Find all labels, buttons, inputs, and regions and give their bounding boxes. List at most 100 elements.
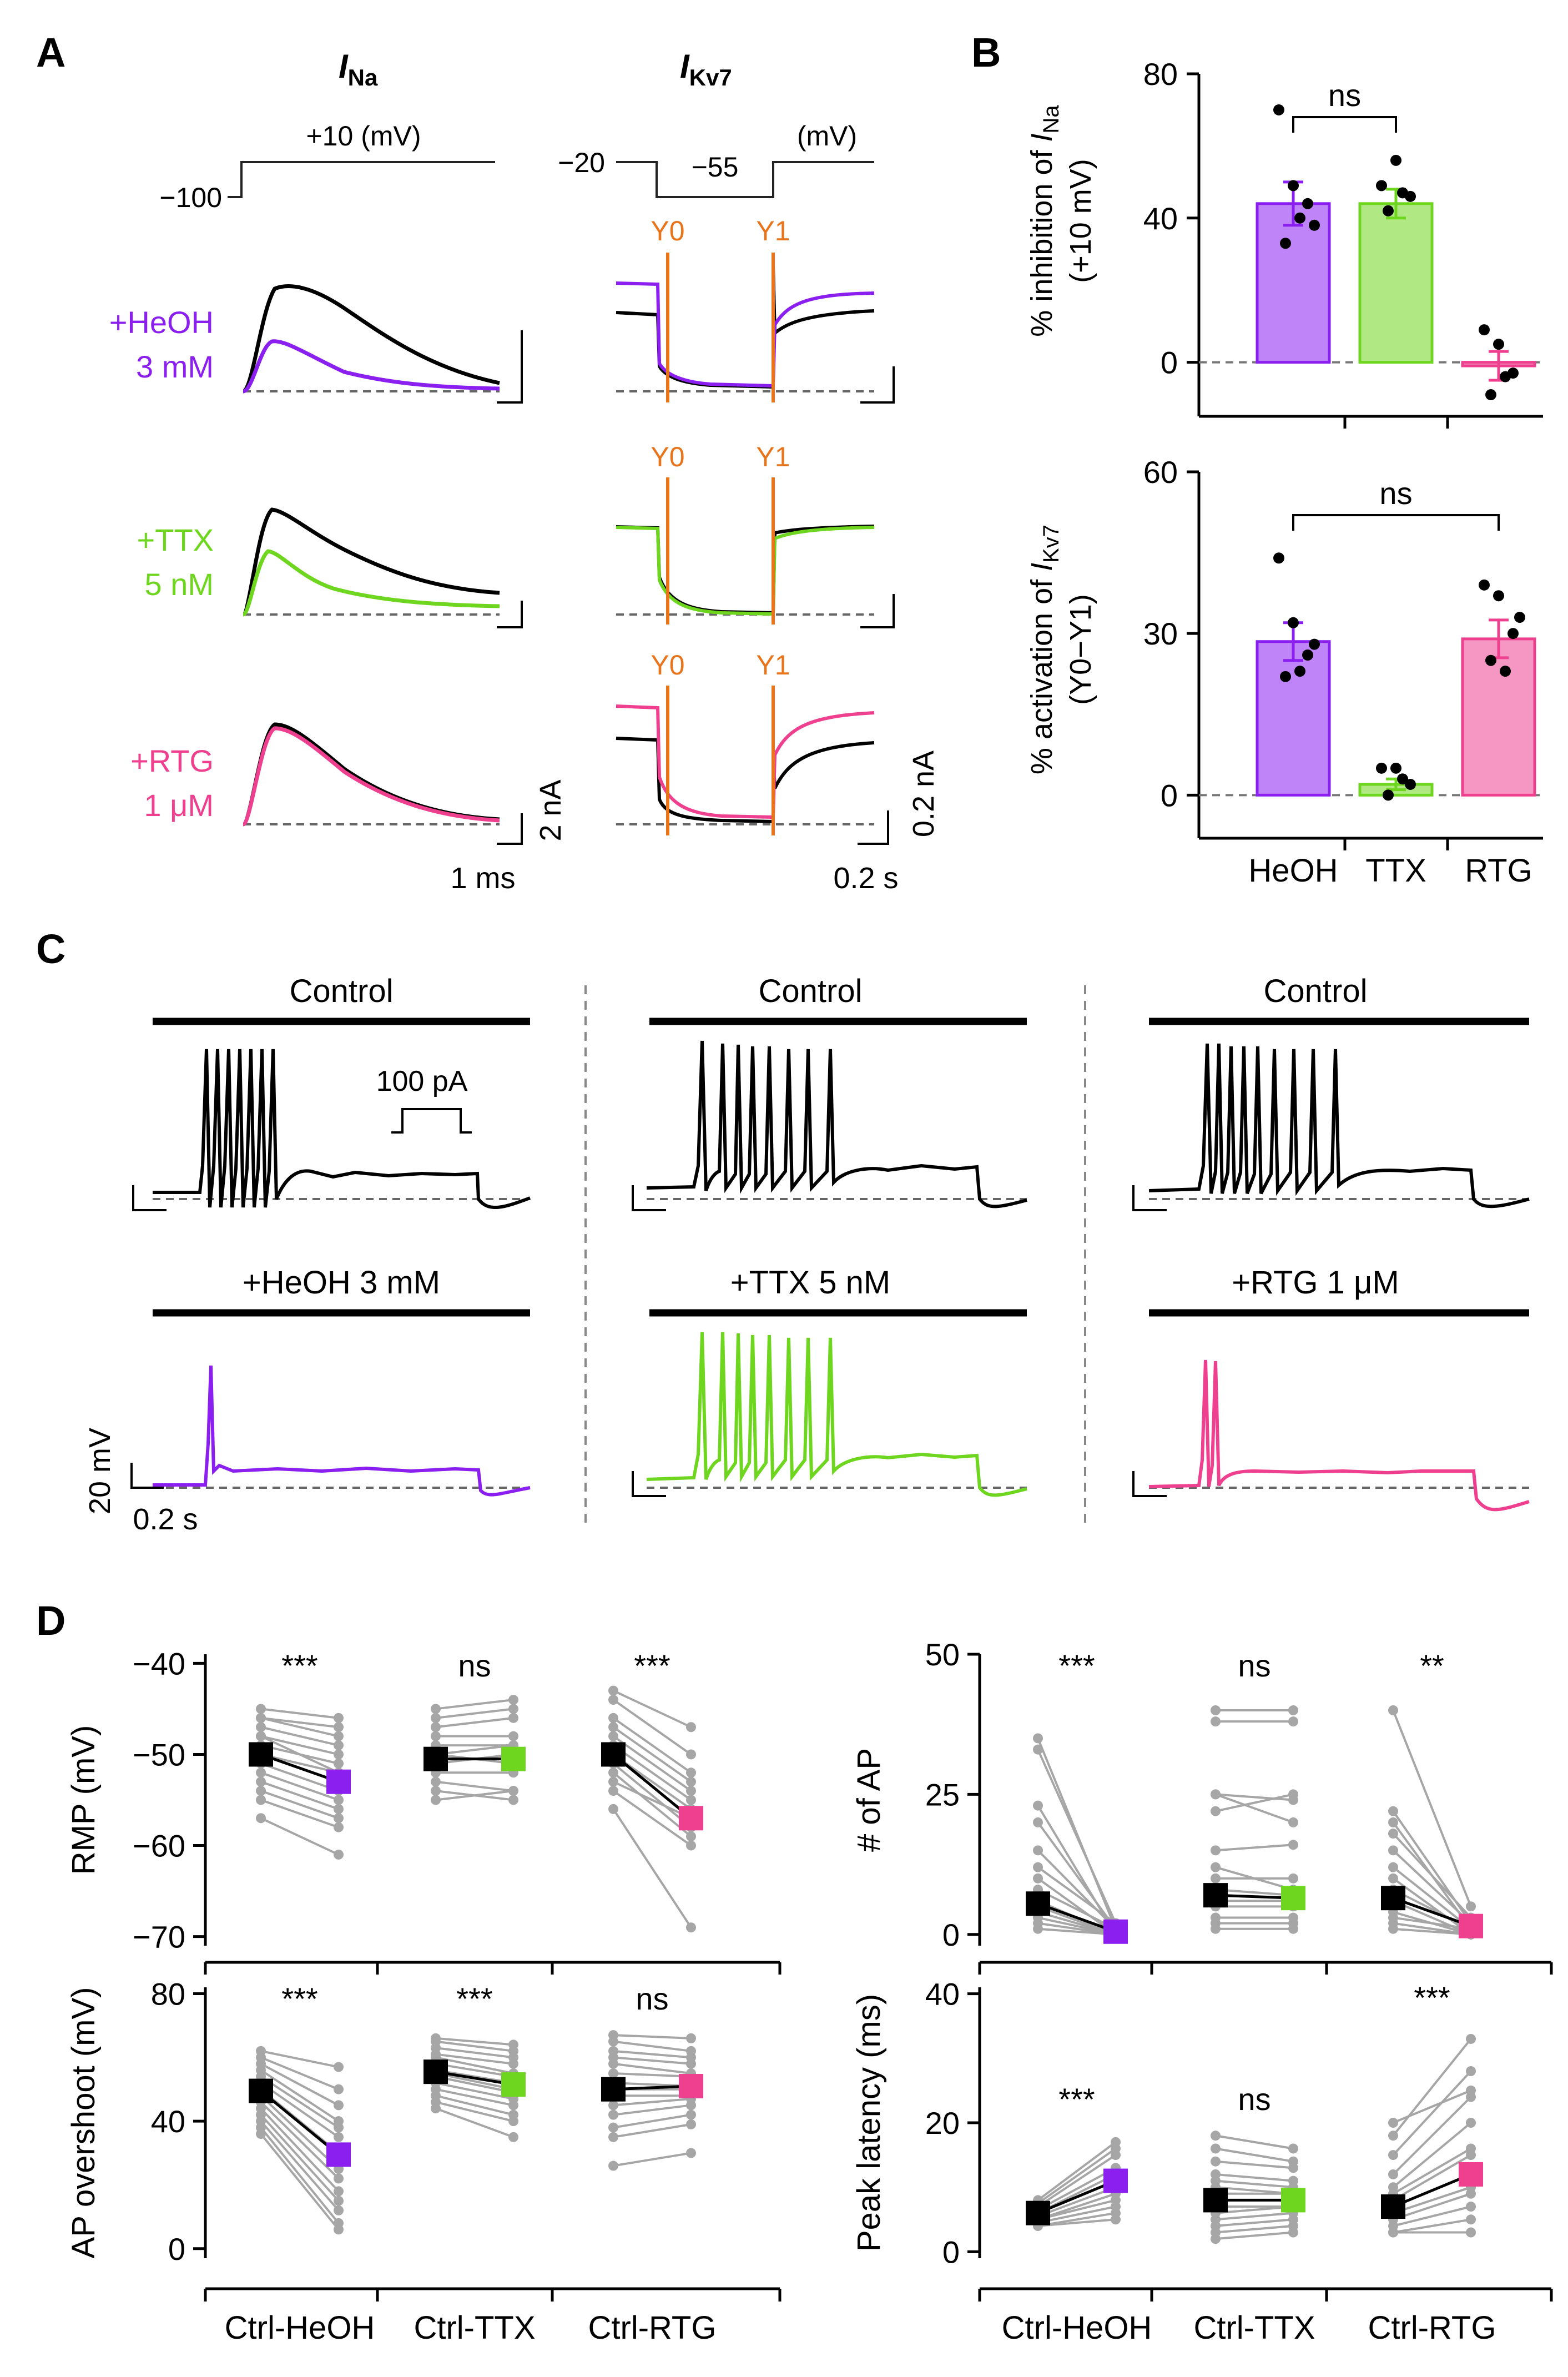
b0-ylabel-sub: Na <box>1039 105 1063 134</box>
d2-pair-line-0-3 <box>260 2069 340 2122</box>
d0-pair-post-0-10 <box>334 1822 344 1832</box>
d1-mean-line-2 <box>1393 1896 1471 1928</box>
d2-pair-line-0-7 <box>260 2094 340 2170</box>
d3-ylabel: Peak latency (ms) <box>851 1994 887 2252</box>
ikv7-scale-current: 0.2 nA <box>907 751 940 837</box>
ina-protocol-trace <box>228 161 495 198</box>
d0-ytick-label-3: −70 <box>133 1920 185 1955</box>
d0-ylabel: RMP (mV) <box>65 1725 102 1875</box>
b0-dot-0-3 <box>1280 238 1291 249</box>
d2-pair-line-1-4 <box>435 2056 514 2074</box>
d2-pair-post-2-3 <box>686 2058 696 2069</box>
b-category-label-ttx: TTX <box>1365 853 1426 889</box>
d2-pair-line-0-1 <box>260 2056 339 2091</box>
d0-pair-pre-0-7 <box>256 1767 266 1778</box>
d2-pair-line-2-4 <box>613 2062 692 2074</box>
d2-mean-ctrl-1 <box>423 2059 448 2084</box>
d2-sig-0: *** <box>281 1981 317 2016</box>
d3-pair-line-0-1 <box>1037 2147 1117 2204</box>
scale-voltage: 20 mV <box>83 1428 117 1514</box>
d3-pair-post-0-11 <box>1111 2214 1121 2225</box>
d2-group-label-2: Ctrl-RTG <box>588 2310 717 2346</box>
b0-dot-1-3 <box>1383 205 1394 216</box>
d2-pair-post-0-8 <box>334 2173 344 2184</box>
ikv7-trace-heoh <box>616 281 875 388</box>
b1-dot-1-2 <box>1405 778 1416 790</box>
d0-pair-line-1-10 <box>435 1708 514 1719</box>
d1-pair-line-0-5 <box>1037 1877 1117 1936</box>
d2-pair-line-2-1 <box>613 2040 692 2052</box>
d3-pair-line-0-11 <box>1037 2218 1116 2227</box>
b1-dot-0-4 <box>1294 666 1305 677</box>
d2-pair-post-2-10 <box>686 2100 696 2111</box>
d3-pair-line-1-9 <box>1215 2205 1294 2214</box>
b0-ytick-label-0: 0 <box>1161 345 1178 380</box>
d1-pair-post-2-0 <box>1466 1901 1476 1912</box>
d1-pair-line-2-10 <box>1393 1916 1471 1930</box>
ikv7-trace-control-ttx <box>616 525 875 615</box>
ina-title: INa <box>339 48 378 90</box>
d0-pair-pre-2-0 <box>608 1685 618 1696</box>
d2-pair-line-0-8 <box>260 2101 340 2179</box>
d2-pair-line-1-5 <box>435 2062 514 2078</box>
ina-protocol-hold: −100 <box>159 182 222 213</box>
panel-c: Control 100 pA +HeOH 3 mM 20 mV 0.2 s Co… <box>83 973 1530 1536</box>
d3-mean-ctrl-1 <box>1203 2188 1228 2213</box>
d0-pair-pre-0-8 <box>256 1776 266 1787</box>
control-label-1: Control <box>290 973 394 1009</box>
d0-pair-pre-0-13 <box>256 1731 266 1741</box>
d2-pair-line-2-10 <box>613 2104 692 2116</box>
d2-pair-line-2-3 <box>613 2056 692 2065</box>
d1-pair-pre-2-1 <box>1388 1806 1398 1816</box>
d3-pair-line-0-3 <box>1037 2167 1116 2211</box>
b1-sig-bracket <box>1292 514 1500 531</box>
ina-scalebar-rtg <box>497 813 523 845</box>
d1-sig-2: ** <box>1420 1648 1444 1683</box>
control-label-3: Control <box>1264 973 1368 1009</box>
b-category-label-heoh: HeOH <box>1248 853 1338 889</box>
y1-label-heoh: Y1 <box>756 215 790 246</box>
ina-scale-current: 2 nA <box>534 779 567 841</box>
d2-pair-pre-2-1 <box>608 2036 618 2047</box>
d0-pair-pre-0-9 <box>256 1786 266 1796</box>
d2-group-label-1: Ctrl-TTX <box>414 2310 535 2346</box>
ina-trace-control-heoh <box>242 284 500 394</box>
b0-bar-heoh <box>1256 202 1331 364</box>
d2-pair-post-0-9 <box>334 2186 344 2197</box>
d2-ytick-label-0: 0 <box>168 2232 185 2267</box>
b0-ylabel: % inhibition of INa <box>1025 105 1063 337</box>
d2-pair-post-0-5 <box>334 2132 344 2142</box>
d1-pair-line-2-4 <box>1392 1849 1472 1925</box>
b0-dot-2-1 <box>1493 339 1504 350</box>
b0-sig-label: ns <box>1328 78 1361 113</box>
d3-pair-line-2-10 <box>1393 2205 1471 2227</box>
scalebar-ttx <box>632 1471 666 1497</box>
d3-pair-post-2-1 <box>1466 2033 1476 2044</box>
ina-scalebar-heoh <box>497 330 523 404</box>
panel-label-d: D <box>36 1598 65 1644</box>
d0-pair-post-1-10 <box>508 1704 518 1714</box>
d3-pair-pre-1-13 <box>1211 2234 1221 2244</box>
b1-dot-2-3 <box>1485 654 1496 666</box>
ikv7-trace-rtg <box>616 704 875 819</box>
d0-ytick-label-2: −60 <box>133 1829 185 1864</box>
d0-pair-line-0-13 <box>260 1735 339 1774</box>
b0-dot-1-1 <box>1390 154 1401 166</box>
d0-pair-post-2-1 <box>686 1749 696 1760</box>
d0-pair-pre-2-10 <box>608 1731 618 1741</box>
d0-pair-line-0-5 <box>260 1753 339 1774</box>
d3-pair-line-2-1 <box>1392 2038 1472 2137</box>
d0-pair-post-0-0 <box>334 1713 344 1723</box>
control-label-2: Control <box>759 973 863 1009</box>
d0-mean-line-2 <box>612 1753 692 1820</box>
d3-pair-line-0-0 <box>1037 2141 1117 2202</box>
d1-pair-pre-1-6 <box>1211 1873 1221 1884</box>
d1-pair-pre-0-3 <box>1033 1817 1043 1827</box>
panel-d: −40 −50 −60 −70 RMP (mV) *** ns *** 0 25 50 # of AP… <box>65 1637 1553 2346</box>
d1-ylabel: # of AP <box>851 1748 887 1852</box>
d0-pair-post-0-9 <box>334 1813 344 1824</box>
d3-pair-line-2-11 <box>1393 2218 1471 2234</box>
d3-pair-pre-2-0 <box>1388 2118 1398 2128</box>
b1-ylabel-sub: Kv7 <box>1039 525 1063 563</box>
d0-pair-line-2-3 <box>612 1726 692 1783</box>
